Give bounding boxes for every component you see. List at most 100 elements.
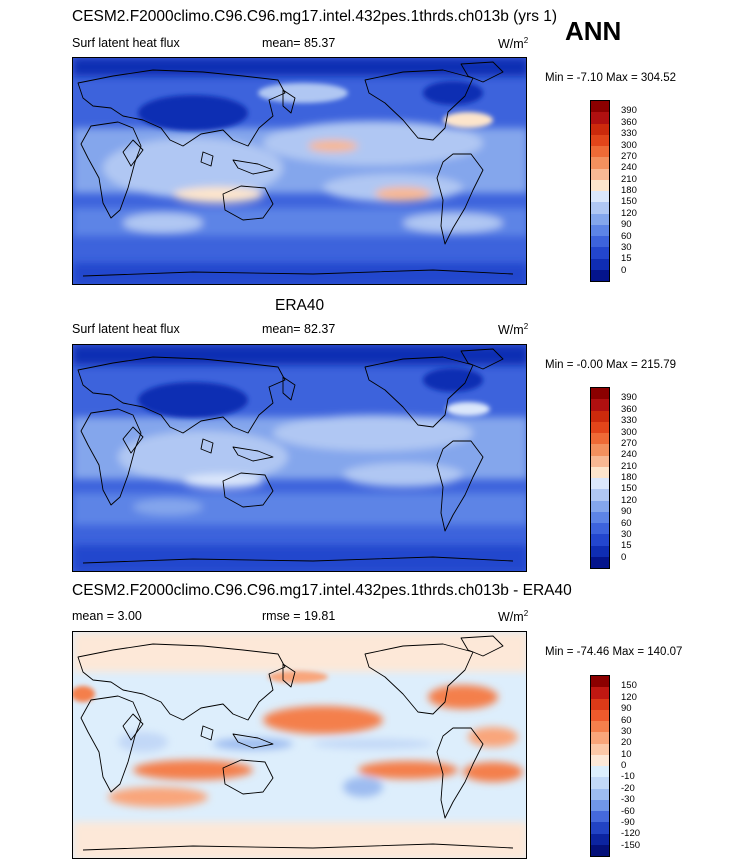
colorbar-swatch xyxy=(591,766,609,778)
colorbar-tick-label: 120 xyxy=(621,207,637,219)
colorbar-swatch xyxy=(591,822,609,834)
colorbar-swatch xyxy=(591,709,609,721)
colorbar-swatch xyxy=(591,676,609,688)
colorbar-tick-label: 270 xyxy=(621,150,637,162)
colorbar-swatch xyxy=(591,421,609,433)
panel-2-units: W/m2 xyxy=(498,322,529,338)
panel-3-units: W/m2 xyxy=(498,609,529,625)
colorbar-tick-label: 10 xyxy=(621,748,632,760)
colorbar-swatch xyxy=(591,489,609,501)
colorbar-tick-label: 150 xyxy=(621,483,637,495)
panel-3-mean-label: mean = 3.00 xyxy=(72,609,142,623)
colorbar-tick-label: 90 xyxy=(621,703,632,715)
colorbar-swatch xyxy=(591,844,609,856)
colorbar-tick-label: 0 xyxy=(621,551,627,563)
panel-2-title: ERA40 xyxy=(275,297,325,314)
colorbar-tick-label: -30 xyxy=(621,794,635,806)
panel-1-colorbar xyxy=(590,100,610,282)
colorbar-swatch xyxy=(591,146,609,158)
colorbar-tick-label: -10 xyxy=(621,771,635,783)
colorbar-swatch xyxy=(591,698,609,710)
panel-1-mean-label: mean= 85.37 xyxy=(262,36,336,50)
colorbar-swatch xyxy=(591,777,609,789)
panel-1-title: CESM2.F2000climo.C96.C96.mg17.intel.432p… xyxy=(72,8,558,25)
colorbar-tick-label: 0 xyxy=(621,264,627,276)
colorbar-tick-label: 15 xyxy=(621,253,632,265)
colorbar-tick-label: 300 xyxy=(621,426,637,438)
panel-3-map xyxy=(72,631,527,859)
colorbar-tick-label: 20 xyxy=(621,737,632,749)
panel-2-minmax: Min = -0.00 Max = 215.79 xyxy=(545,359,677,371)
panel-2-map xyxy=(72,344,527,572)
colorbar-swatch xyxy=(591,523,609,535)
colorbar-swatch xyxy=(591,247,609,259)
colorbar-swatch xyxy=(591,433,609,445)
colorbar-tick-label: 15 xyxy=(621,540,632,552)
panel-3-rmse-label: rmse = 19.81 xyxy=(262,609,336,623)
colorbar-tick-label: 90 xyxy=(621,506,632,518)
colorbar-swatch xyxy=(591,202,609,214)
panel-2-variable-label: Surf latent heat flux xyxy=(72,322,180,336)
colorbar-swatch xyxy=(591,112,609,124)
colorbar-swatch xyxy=(591,236,609,248)
colorbar-swatch xyxy=(591,168,609,180)
colorbar-swatch xyxy=(591,511,609,523)
colorbar-swatch xyxy=(591,455,609,467)
colorbar-swatch xyxy=(591,410,609,422)
colorbar-swatch xyxy=(591,258,609,270)
colorbar-swatch xyxy=(591,179,609,191)
colorbar-swatch xyxy=(591,269,609,281)
panel-1-minmax: Min = -7.10 Max = 304.52 xyxy=(545,72,677,84)
colorbar-tick-label: 150 xyxy=(621,680,637,692)
colorbar-swatch xyxy=(591,754,609,766)
colorbar-tick-label: 300 xyxy=(621,139,637,151)
colorbar-swatch xyxy=(591,833,609,845)
colorbar-swatch xyxy=(591,721,609,733)
colorbar-swatch xyxy=(591,224,609,236)
panel-2-mean-label: mean= 82.37 xyxy=(262,322,336,336)
colorbar-swatch xyxy=(591,811,609,823)
colorbar-swatch xyxy=(591,388,609,400)
colorbar-tick-label: 240 xyxy=(621,449,637,461)
colorbar-tick-label: 180 xyxy=(621,185,637,196)
colorbar-swatch xyxy=(591,466,609,478)
colorbar-tick-label: 30 xyxy=(621,241,632,253)
colorbar-tick-label: 240 xyxy=(621,162,637,174)
colorbar-tick-label: 60 xyxy=(621,517,632,529)
colorbar-tick-label: 210 xyxy=(621,460,637,472)
colorbar-tick-label: -150 xyxy=(621,839,641,851)
colorbar-tick-label: -120 xyxy=(621,828,641,840)
panel-1-variable-label: Surf latent heat flux xyxy=(72,36,180,50)
colorbar-tick-label: 390 xyxy=(621,392,637,404)
colorbar-swatch xyxy=(591,545,609,557)
colorbar-tick-label: 90 xyxy=(621,219,632,231)
colorbar-tick-label: 330 xyxy=(621,415,637,427)
colorbar-swatch xyxy=(591,399,609,411)
colorbar-tick-label: 120 xyxy=(621,494,637,506)
colorbar-tick-label: 30 xyxy=(621,725,632,737)
colorbar-swatch xyxy=(591,743,609,755)
colorbar-swatch xyxy=(591,799,609,811)
colorbar-swatch xyxy=(591,478,609,490)
colorbar-tick-label: 150 xyxy=(621,196,637,208)
season-label: ANN xyxy=(565,16,622,46)
colorbar-swatch xyxy=(591,123,609,135)
colorbar-swatch xyxy=(591,101,609,113)
colorbar-tick-label: 60 xyxy=(621,714,632,726)
colorbar-swatch xyxy=(591,788,609,800)
colorbar-swatch xyxy=(591,191,609,203)
panel-3-title: CESM2.F2000climo.C96.C96.mg17.intel.432p… xyxy=(72,582,572,599)
colorbar-swatch xyxy=(591,134,609,146)
colorbar-tick-label: 390 xyxy=(621,105,637,117)
panel-1-map xyxy=(72,57,527,285)
colorbar-swatch xyxy=(591,500,609,512)
colorbar-swatch xyxy=(591,732,609,744)
colorbar-tick-label: 0 xyxy=(621,760,627,771)
panel-3-minmax: Min = -74.46 Max = 140.07 xyxy=(545,646,683,658)
colorbar-tick-label: -20 xyxy=(621,782,635,794)
colorbar-tick-label: 330 xyxy=(621,128,637,140)
colorbar-tick-label: 60 xyxy=(621,230,632,242)
panel-2-colorbar xyxy=(590,387,610,569)
colorbar-tick-label: 360 xyxy=(621,403,637,415)
colorbar-swatch xyxy=(591,687,609,699)
